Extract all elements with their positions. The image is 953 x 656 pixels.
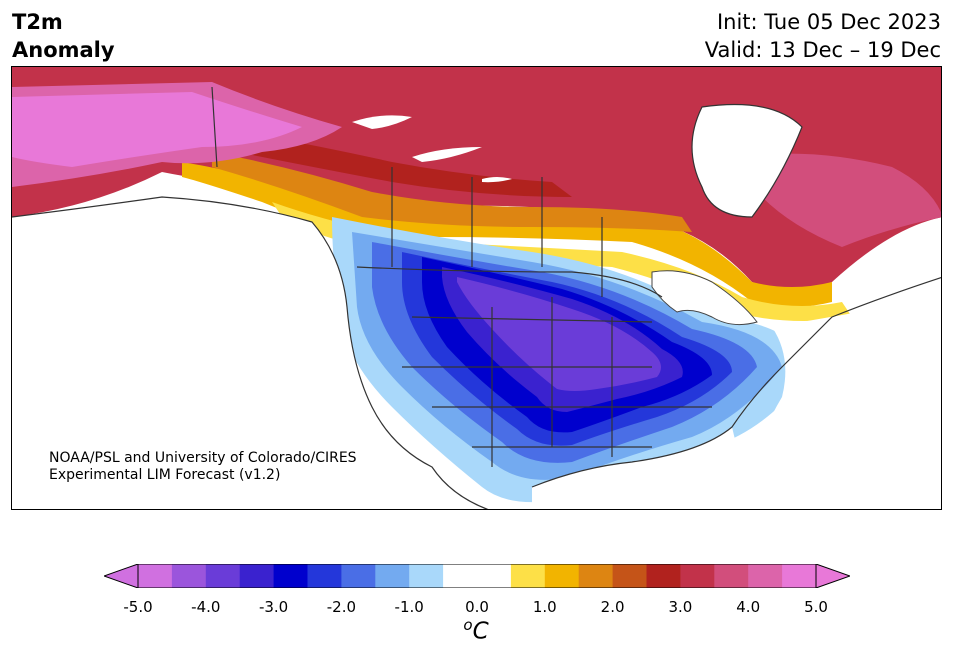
colorbar-cell bbox=[171, 564, 207, 588]
pacific-ocean bbox=[12, 197, 487, 509]
colorbar-tick-label: 5.0 bbox=[804, 598, 828, 616]
cold-purple bbox=[457, 277, 661, 391]
valid-date: Valid: 13 Dec – 19 Dec bbox=[704, 38, 941, 62]
colorbar-cell bbox=[443, 564, 478, 588]
alaska-magenta bbox=[12, 92, 302, 167]
colorbar bbox=[104, 564, 850, 588]
colorbar-cell bbox=[578, 564, 614, 588]
credit-text: NOAA/PSL and University of Colorado/CIRE… bbox=[49, 450, 357, 484]
forecast-dates: Init: Tue 05 Dec 2023 Valid: 13 Dec – 19… bbox=[705, 8, 941, 64]
colorbar-cell bbox=[375, 564, 410, 588]
colorbar-cell bbox=[307, 564, 342, 588]
colorbar-cell bbox=[748, 564, 783, 588]
colorbar-cell bbox=[680, 564, 715, 588]
colorbar-cell bbox=[782, 564, 817, 588]
colorbar-cell bbox=[544, 564, 580, 588]
coastlines bbox=[12, 86, 941, 509]
colorbar-extend-high bbox=[815, 564, 850, 588]
colorbar-tick-label: -1.0 bbox=[394, 598, 424, 616]
colorbar-cell bbox=[510, 564, 546, 588]
colorbar-tick-label: 3.0 bbox=[668, 598, 693, 616]
colorbar-cell bbox=[477, 564, 512, 588]
lake-patch-2 bbox=[412, 147, 482, 162]
colorbar-tick-label: -3.0 bbox=[258, 598, 289, 616]
map-title: T2m Anomaly bbox=[12, 8, 115, 64]
map-panel bbox=[11, 66, 942, 510]
colorbar-tick-label: -2.0 bbox=[326, 598, 357, 616]
warm-orange-band bbox=[212, 152, 692, 232]
colorbar-tick-label: 0.0 bbox=[465, 598, 489, 616]
init-date: Init: Tue 05 Dec 2023 bbox=[716, 10, 941, 34]
colorbar-cell bbox=[646, 564, 681, 588]
title-line-2: Anomaly bbox=[12, 38, 115, 62]
credit-line-1: NOAA/PSL and University of Colorado/CIRE… bbox=[49, 450, 357, 466]
lake-patch-1 bbox=[352, 115, 412, 129]
temperature-anomaly-map bbox=[12, 67, 941, 509]
colorbar-extend-low bbox=[104, 564, 139, 588]
credit-line-2: Experimental LIM Forecast (v1.2) bbox=[49, 467, 281, 483]
atlantic-ocean bbox=[742, 297, 941, 509]
colorbar-cell bbox=[273, 564, 308, 588]
colorbar-cell bbox=[714, 564, 749, 588]
title-line-1: T2m bbox=[12, 10, 63, 34]
units-label: oC bbox=[463, 616, 489, 645]
colorbar-tick-label: 4.0 bbox=[736, 598, 761, 616]
colorbar-tick-label: -4.0 bbox=[191, 598, 221, 616]
colorbar-cell bbox=[239, 564, 275, 588]
warm-gold-band bbox=[182, 162, 832, 307]
colorbar-cell bbox=[612, 564, 647, 588]
colorbar-cell bbox=[341, 564, 376, 588]
colorbar-tick-label: 1.0 bbox=[532, 598, 557, 616]
great-lakes bbox=[651, 270, 758, 326]
east-canada-magenta bbox=[742, 153, 941, 247]
colorbar-tick-label: -5.0 bbox=[123, 598, 153, 616]
colorbar-cell bbox=[138, 564, 173, 588]
gulf-of-mexico bbox=[532, 427, 752, 509]
lake-patch-3 bbox=[482, 177, 512, 183]
colorbar-cell bbox=[205, 564, 241, 588]
hudson-bay bbox=[692, 104, 802, 217]
colorbar-cell bbox=[409, 564, 444, 588]
colorbar-tick-label: 2.0 bbox=[600, 598, 625, 616]
